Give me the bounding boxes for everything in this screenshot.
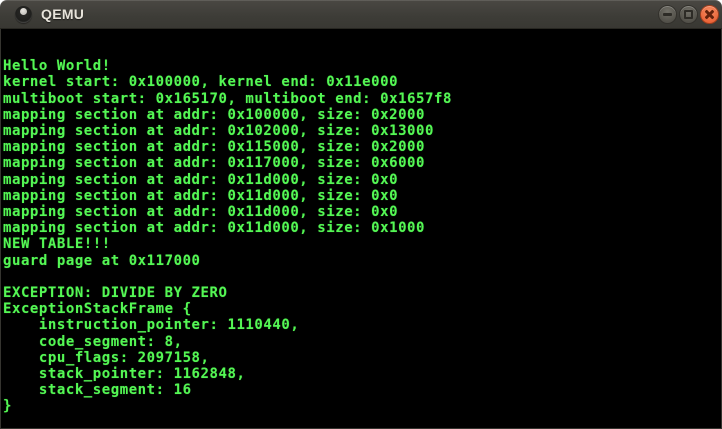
console-line: NEW TABLE!!! [3, 236, 111, 253]
maximize-icon [684, 9, 693, 19]
vga-console-display[interactable]: Hello World! kernel start: 0x100000, kern… [0, 29, 722, 429]
console-line: instruction_pointer: 1110440, [3, 317, 300, 334]
console-line: mapping section at addr: 0x117000, size:… [3, 155, 425, 172]
console-line: EXCEPTION: DIVIDE BY ZERO [3, 285, 228, 302]
console-line: mapping section at addr: 0x11d000, size:… [3, 187, 399, 204]
close-button[interactable] [700, 4, 719, 24]
console-line [1, 269, 721, 285]
console-line: multiboot start: 0x165170, multiboot end… [3, 90, 452, 107]
app-icon [15, 5, 32, 23]
console-line [1, 42, 721, 58]
console-line: mapping section at addr: 0x11d000, size:… [3, 171, 399, 188]
window-controls [658, 4, 722, 24]
console-line: ExceptionStackFrame { [3, 301, 192, 318]
console-line: stack_segment: 16 [3, 382, 192, 399]
minimize-icon [663, 12, 672, 16]
console-line: kernel start: 0x100000, kernel end: 0x11… [3, 74, 399, 91]
console-line: mapping section at addr: 0x102000, size:… [3, 123, 434, 140]
console-line: guard page at 0x117000 [3, 252, 201, 269]
console-line: stack_pointer: 1162848, [3, 366, 246, 383]
titlebar[interactable]: QEMU [0, 0, 722, 29]
console-line: mapping section at addr: 0x11d000, size:… [3, 204, 399, 221]
close-icon [704, 9, 715, 20]
maximize-button[interactable] [679, 4, 698, 24]
minimize-button[interactable] [658, 4, 677, 24]
console-line: code_segment: 8, [3, 333, 183, 350]
console-line: mapping section at addr: 0x11d000, size:… [3, 220, 425, 237]
console-line: } [3, 398, 12, 415]
console-line: mapping section at addr: 0x115000, size:… [3, 139, 425, 156]
window-title: QEMU [41, 6, 85, 22]
console-line: Hello World! [3, 58, 111, 75]
console-line: cpu_flags: 2097158, [3, 349, 210, 366]
console-line: mapping section at addr: 0x100000, size:… [3, 106, 425, 123]
